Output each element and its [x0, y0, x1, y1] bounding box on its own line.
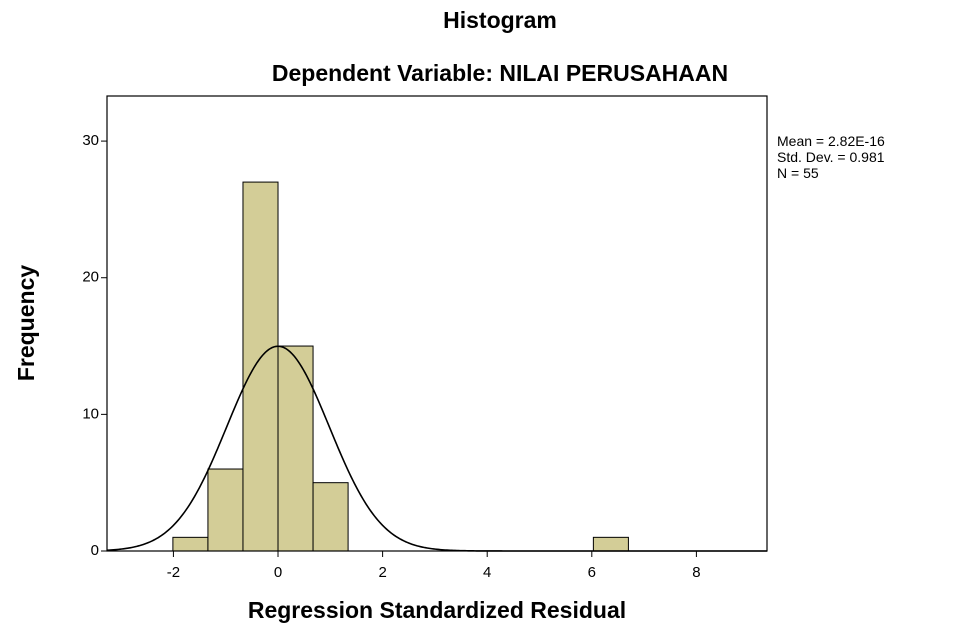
stat-std-dev: Std. Dev. = 0.981 — [777, 149, 885, 165]
x-tick-label: 2 — [378, 564, 386, 581]
plot-frame — [106, 95, 768, 552]
y-tick-label: 30 — [82, 132, 99, 149]
bar — [277, 345, 314, 552]
y-tick-label: 20 — [82, 269, 99, 286]
x-tick-label: 4 — [483, 564, 491, 581]
y-tick-label: 0 — [91, 542, 99, 559]
y-axis-title: Frequency — [13, 265, 39, 382]
x-tick-label: 6 — [588, 564, 596, 581]
stat-n: N = 55 — [777, 165, 819, 181]
bar — [312, 482, 349, 552]
y-tick-label: 10 — [82, 405, 99, 422]
bar — [172, 536, 209, 552]
plot-area — [107, 96, 767, 551]
chart-title: Histogram — [443, 7, 557, 33]
x-axis-title: Regression Standardized Residual — [248, 597, 626, 623]
bar — [242, 181, 279, 552]
x-tick-label: -2 — [167, 564, 180, 581]
bar — [592, 536, 629, 552]
x-tick-label: 0 — [274, 564, 282, 581]
stat-mean: Mean = 2.82E-16 — [777, 133, 885, 149]
bar — [207, 468, 244, 552]
x-tick-label: 8 — [692, 564, 700, 581]
chart-subtitle: Dependent Variable: NILAI PERUSAHAAN — [272, 60, 728, 86]
